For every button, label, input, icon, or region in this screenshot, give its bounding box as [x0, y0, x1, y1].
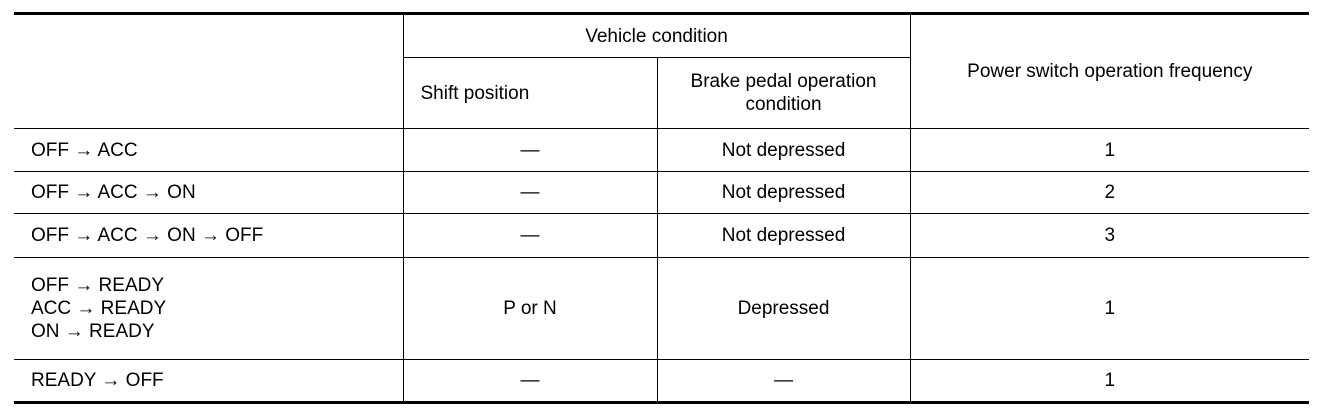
- header-vehicle-condition: Vehicle condition: [402, 12, 911, 58]
- header-brake-condition: Brake pedal operation condition: [656, 57, 911, 129]
- operation-line: ACC → READY: [31, 298, 167, 319]
- operation-cell: OFF → ACC → ON → OFF: [14, 213, 404, 258]
- table-row: OFF → ACC — Not depressed 1: [14, 128, 1309, 172]
- header-blank: [14, 12, 404, 129]
- frequency-cell: 1: [909, 128, 1309, 172]
- header-frequency: Power switch operation frequency: [909, 12, 1309, 129]
- brake-cell: Not depressed: [656, 213, 911, 258]
- power-switch-table: Vehicle condition Power switch operation…: [14, 12, 1309, 404]
- header-shift-position: Shift position: [403, 57, 658, 129]
- table-row: OFF → ACC → ON — Not depressed 2: [14, 171, 1309, 214]
- brake-cell: Not depressed: [656, 171, 911, 214]
- brake-cell: —: [656, 359, 911, 404]
- operation-cell: OFF → ACC: [14, 128, 404, 172]
- operation-cell: OFF → ACC → ON: [14, 171, 404, 214]
- header-brake-line2: condition: [745, 94, 822, 115]
- operation-line: ON → READY: [31, 321, 155, 342]
- header-brake-line1: Brake pedal operation: [690, 71, 877, 92]
- shift-cell: —: [402, 213, 658, 258]
- frequency-cell: 3: [909, 213, 1309, 258]
- table-row: OFF → ACC → ON → OFF — Not depressed 3: [14, 213, 1309, 258]
- brake-cell: Not depressed: [656, 128, 911, 172]
- table-row: OFF → READY ACC → READY ON → READY P or N …: [14, 257, 1309, 360]
- frequency-cell: 1: [909, 257, 1309, 360]
- operation-cell: OFF → READY ACC → READY ON → READY: [14, 257, 404, 360]
- operation-cell: READY → OFF: [14, 359, 404, 404]
- operation-line: OFF → READY: [31, 275, 165, 296]
- frequency-cell: 1: [909, 359, 1309, 404]
- shift-cell: —: [402, 171, 658, 214]
- brake-cell: Depressed: [656, 257, 911, 360]
- shift-cell: P or N: [402, 257, 658, 360]
- shift-cell: —: [402, 359, 658, 404]
- frequency-cell: 2: [909, 171, 1309, 214]
- table-row: READY → OFF — — 1: [14, 359, 1309, 404]
- shift-cell: —: [402, 128, 658, 172]
